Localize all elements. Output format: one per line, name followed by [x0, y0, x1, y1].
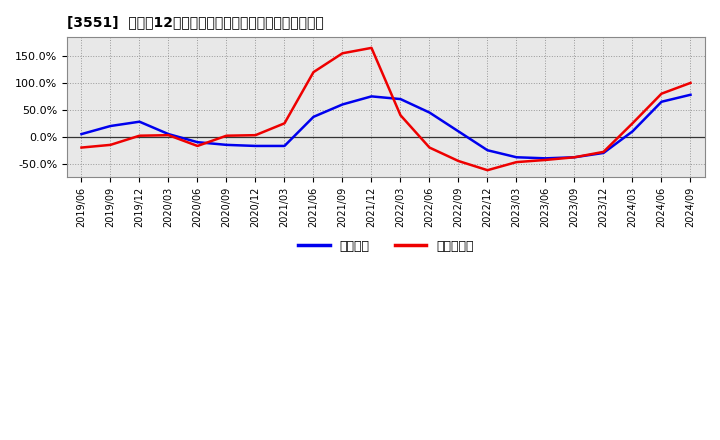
当期純利益 — [222, 133, 231, 138]
当期純利益 — [193, 143, 202, 149]
Text: [3551]  利益の12か月移動合計の対前年同期増減率の推移: [3551] 利益の12か月移動合計の対前年同期増減率の推移 — [67, 15, 324, 29]
当期純利益 — [106, 142, 114, 147]
経常利益 — [367, 94, 376, 99]
Legend: 経常利益, 当期純利益: 経常利益, 当期純利益 — [294, 235, 479, 258]
経常利益 — [628, 129, 636, 134]
Line: 経常利益: 経常利益 — [81, 95, 690, 158]
経常利益 — [686, 92, 695, 97]
当期純利益 — [599, 149, 608, 154]
当期純利益 — [251, 132, 260, 138]
当期純利益 — [396, 113, 405, 118]
経常利益 — [77, 132, 86, 137]
当期純利益 — [628, 121, 636, 126]
当期純利益 — [309, 70, 318, 75]
Line: 当期純利益: 当期純利益 — [81, 48, 690, 170]
経常利益 — [164, 132, 173, 137]
当期純利益 — [541, 158, 550, 163]
経常利益 — [454, 129, 463, 134]
経常利益 — [426, 110, 434, 115]
当期純利益 — [570, 154, 579, 160]
当期純利益 — [164, 132, 173, 138]
当期純利益 — [426, 145, 434, 150]
経常利益 — [657, 99, 666, 104]
経常利益 — [280, 143, 289, 149]
当期純利益 — [135, 133, 144, 138]
経常利益 — [106, 123, 114, 128]
経常利益 — [396, 96, 405, 102]
経常利益 — [193, 139, 202, 145]
経常利益 — [570, 154, 579, 160]
経常利益 — [338, 102, 347, 107]
当期純利益 — [454, 158, 463, 164]
当期純利益 — [338, 51, 347, 56]
経常利益 — [251, 143, 260, 149]
当期純利益 — [280, 121, 289, 126]
当期純利益 — [512, 159, 521, 165]
当期純利益 — [657, 91, 666, 96]
当期純利益 — [367, 45, 376, 51]
経常利益 — [222, 142, 231, 147]
経常利益 — [483, 147, 492, 153]
経常利益 — [599, 150, 608, 156]
経常利益 — [309, 114, 318, 120]
経常利益 — [135, 119, 144, 125]
当期純利益 — [77, 145, 86, 150]
経常利益 — [541, 156, 550, 161]
当期純利益 — [483, 168, 492, 173]
当期純利益 — [686, 80, 695, 85]
経常利益 — [512, 154, 521, 160]
